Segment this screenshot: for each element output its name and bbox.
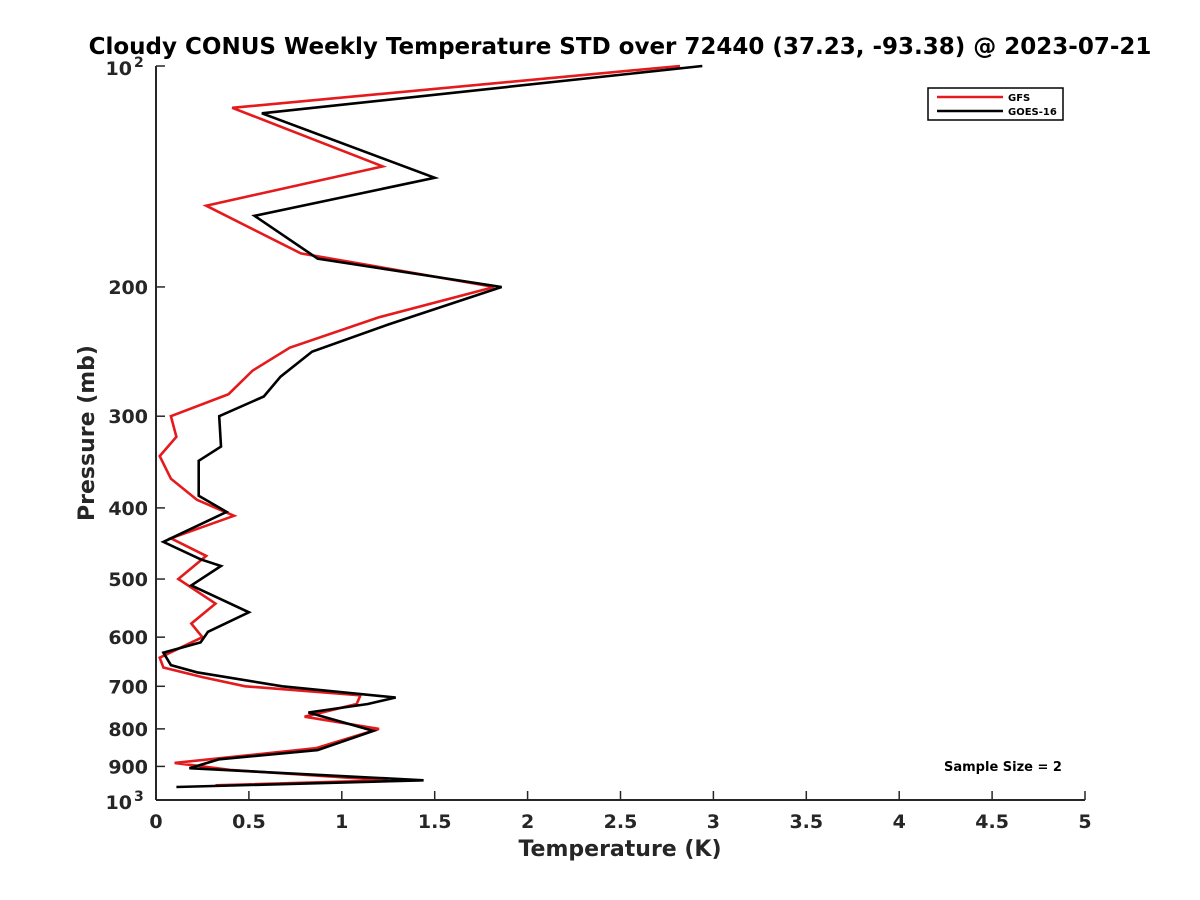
- plot-background: [156, 66, 1085, 800]
- y-tick-label: 500: [108, 569, 148, 591]
- x-tick-label: 1: [335, 811, 348, 833]
- y-tick-label: 800: [108, 719, 148, 741]
- x-tick-label: 5: [1078, 811, 1091, 833]
- x-tick-label: 0: [149, 811, 162, 833]
- y-tick-label: 700: [108, 676, 148, 698]
- x-tick-label: 0.5: [232, 811, 266, 833]
- x-tick-label: 2.5: [604, 811, 638, 833]
- plot-area: 0 0.5 1 1.5 2 2.5 3 3.5 4 4.5 5 10 2200300400500600…: [106, 55, 1092, 833]
- y-tick-label: 400: [108, 498, 148, 520]
- chart-title: Cloudy CONUS Weekly Temperature STD over…: [89, 34, 1152, 60]
- legend-label: GFS: [1008, 93, 1030, 104]
- series-layer: [158, 64, 703, 789]
- legend-box: [927, 87, 1064, 121]
- x-tick-label: 3.5: [789, 811, 823, 833]
- series-line-gfs: [158, 64, 681, 787]
- y-tick-label: 300: [108, 406, 148, 428]
- y-tick-exponent: 2: [134, 55, 144, 71]
- y-tick-label-power: 10: [106, 58, 132, 80]
- y-axis-label: Pressure (mb): [75, 345, 100, 521]
- sample-size-annotation: Sample Size = 2: [944, 760, 1062, 775]
- legend-items: GFS GOES-16: [937, 93, 1057, 118]
- x-axis-ticks: 0 0.5 1 1.5 2 2.5 3 3.5 4 4.5 5: [149, 791, 1092, 833]
- y-tick-label-power: 10: [106, 792, 132, 814]
- x-tick-label: 4.5: [975, 811, 1009, 833]
- x-tick-label: 2: [521, 811, 534, 833]
- y-tick-label: 600: [108, 627, 148, 649]
- x-axis-label: Temperature (K): [518, 837, 721, 862]
- y-tick-label: 200: [108, 277, 148, 299]
- x-tick-label: 4: [893, 811, 906, 833]
- y-tick-exponent: 3: [134, 789, 144, 805]
- x-tick-label: 1.5: [418, 811, 452, 833]
- series-line-goes-16: [160, 64, 703, 789]
- legend: GFS GOES-16: [927, 87, 1064, 121]
- y-tick-label: 900: [108, 756, 148, 778]
- legend-label: GOES-16: [1008, 107, 1057, 118]
- x-tick-label: 3: [707, 811, 720, 833]
